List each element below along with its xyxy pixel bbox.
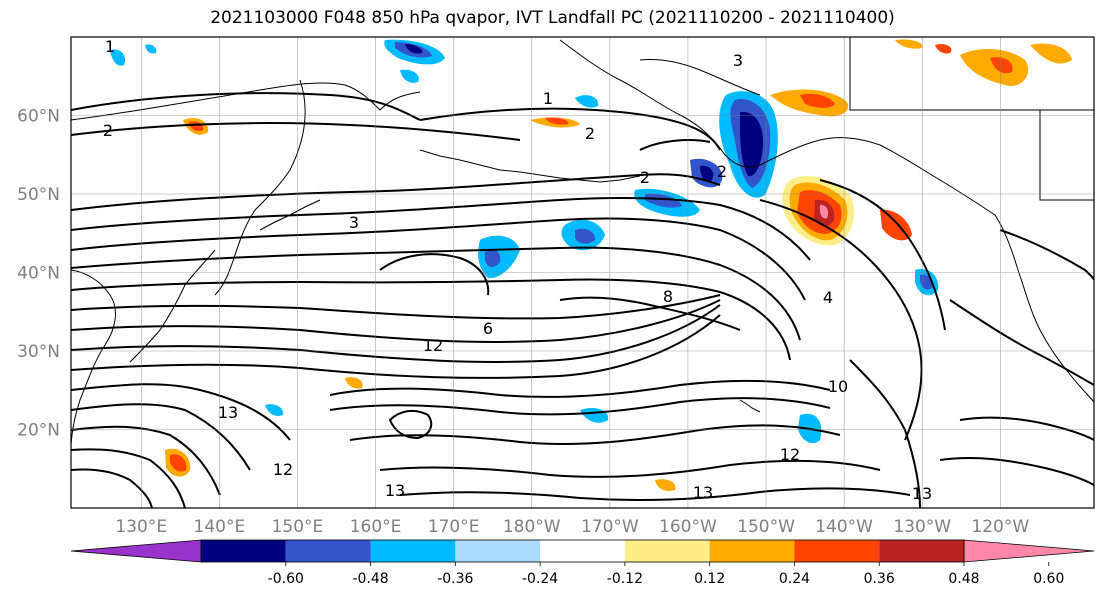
colorbar-segment <box>624 540 710 562</box>
colorbar-segment <box>285 540 371 562</box>
shaded-anomalies <box>110 39 1072 491</box>
lon-tick-label: 120°W <box>971 517 1029 537</box>
colorbar-tick-label: -0.12 <box>607 571 643 587</box>
svg-text:1: 1 <box>543 89 553 108</box>
map-title: 2021103000 F048 850 hPa qvapor, IVT Land… <box>210 8 895 28</box>
lat-tick-label: 60°N <box>17 107 60 127</box>
colorbar-tick-label: -0.36 <box>437 571 473 587</box>
lat-tick-label: 20°N <box>17 421 60 441</box>
lon-tick-label: 160°W <box>659 517 717 537</box>
latitude-labels: 60°N 50°N 40°N 30°N 20°N <box>17 107 60 441</box>
svg-text:3: 3 <box>733 51 743 70</box>
svg-text:2: 2 <box>717 162 727 181</box>
svg-text:1: 1 <box>105 37 115 56</box>
svg-text:13: 13 <box>693 483 713 502</box>
lon-tick-label: 130°W <box>893 517 951 537</box>
svg-text:12: 12 <box>273 460 293 479</box>
colorbar-tick-label: 0.60 <box>1033 571 1064 587</box>
colorbar-tick-label: 0.24 <box>779 571 810 587</box>
colorbar-segment <box>370 540 456 562</box>
svg-text:3: 3 <box>349 213 359 232</box>
lat-tick-label: 40°N <box>17 264 60 284</box>
colorbar-tick-label: 0.36 <box>864 571 895 587</box>
svg-text:2: 2 <box>585 124 595 143</box>
lat-tick-label: 50°N <box>17 185 60 205</box>
colorbar-tick-label: -0.48 <box>352 571 388 587</box>
lon-tick-label: 180°W <box>503 517 561 537</box>
svg-text:8: 8 <box>663 287 673 306</box>
colorbar-extend-low <box>70 539 202 563</box>
colorbar-segment <box>201 540 286 562</box>
ivt-contours <box>71 92 1094 508</box>
svg-text:12: 12 <box>423 336 443 355</box>
svg-text:2: 2 <box>640 168 650 187</box>
svg-text:13: 13 <box>385 481 405 500</box>
colorbar-segment <box>709 540 795 562</box>
lon-tick-label: 170°E <box>428 517 480 537</box>
lat-tick-label: 30°N <box>17 342 60 362</box>
colorbar-tick-label: 0.48 <box>948 571 979 587</box>
colorbar-segment <box>455 540 541 562</box>
svg-text:6: 6 <box>483 319 493 338</box>
svg-text:13: 13 <box>218 403 238 422</box>
svg-text:4: 4 <box>823 288 833 307</box>
longitude-labels: 130°E 140°E 150°E 160°E 170°E 180°W 170°W 160°W… <box>115 517 1029 537</box>
lon-tick-label: 140°E <box>194 517 246 537</box>
colorbar-extend-high <box>963 539 1095 563</box>
svg-text:10: 10 <box>828 377 848 396</box>
svg-text:12: 12 <box>780 445 800 464</box>
lon-tick-label: 170°W <box>581 517 639 537</box>
lon-tick-label: 150°W <box>737 517 795 537</box>
colorbar-segment <box>540 540 625 562</box>
colorbar-tick-label: -0.60 <box>268 571 304 587</box>
colorbar: -0.60 -0.48 -0.36 -0.24 -0.12 0.12 0.24 0.36 0.4… <box>70 539 1095 587</box>
lon-tick-label: 160°E <box>350 517 402 537</box>
colorbar-segment <box>794 540 880 562</box>
lon-tick-label: 130°E <box>115 517 167 537</box>
colorbar-segment <box>879 540 964 562</box>
lon-tick-label: 140°W <box>815 517 873 537</box>
colorbar-tick-label: 0.12 <box>694 571 725 587</box>
lon-tick-label: 150°E <box>272 517 324 537</box>
colorbar-tick-label: -0.24 <box>522 571 558 587</box>
gridlines <box>71 37 1094 508</box>
svg-text:2: 2 <box>103 121 113 140</box>
